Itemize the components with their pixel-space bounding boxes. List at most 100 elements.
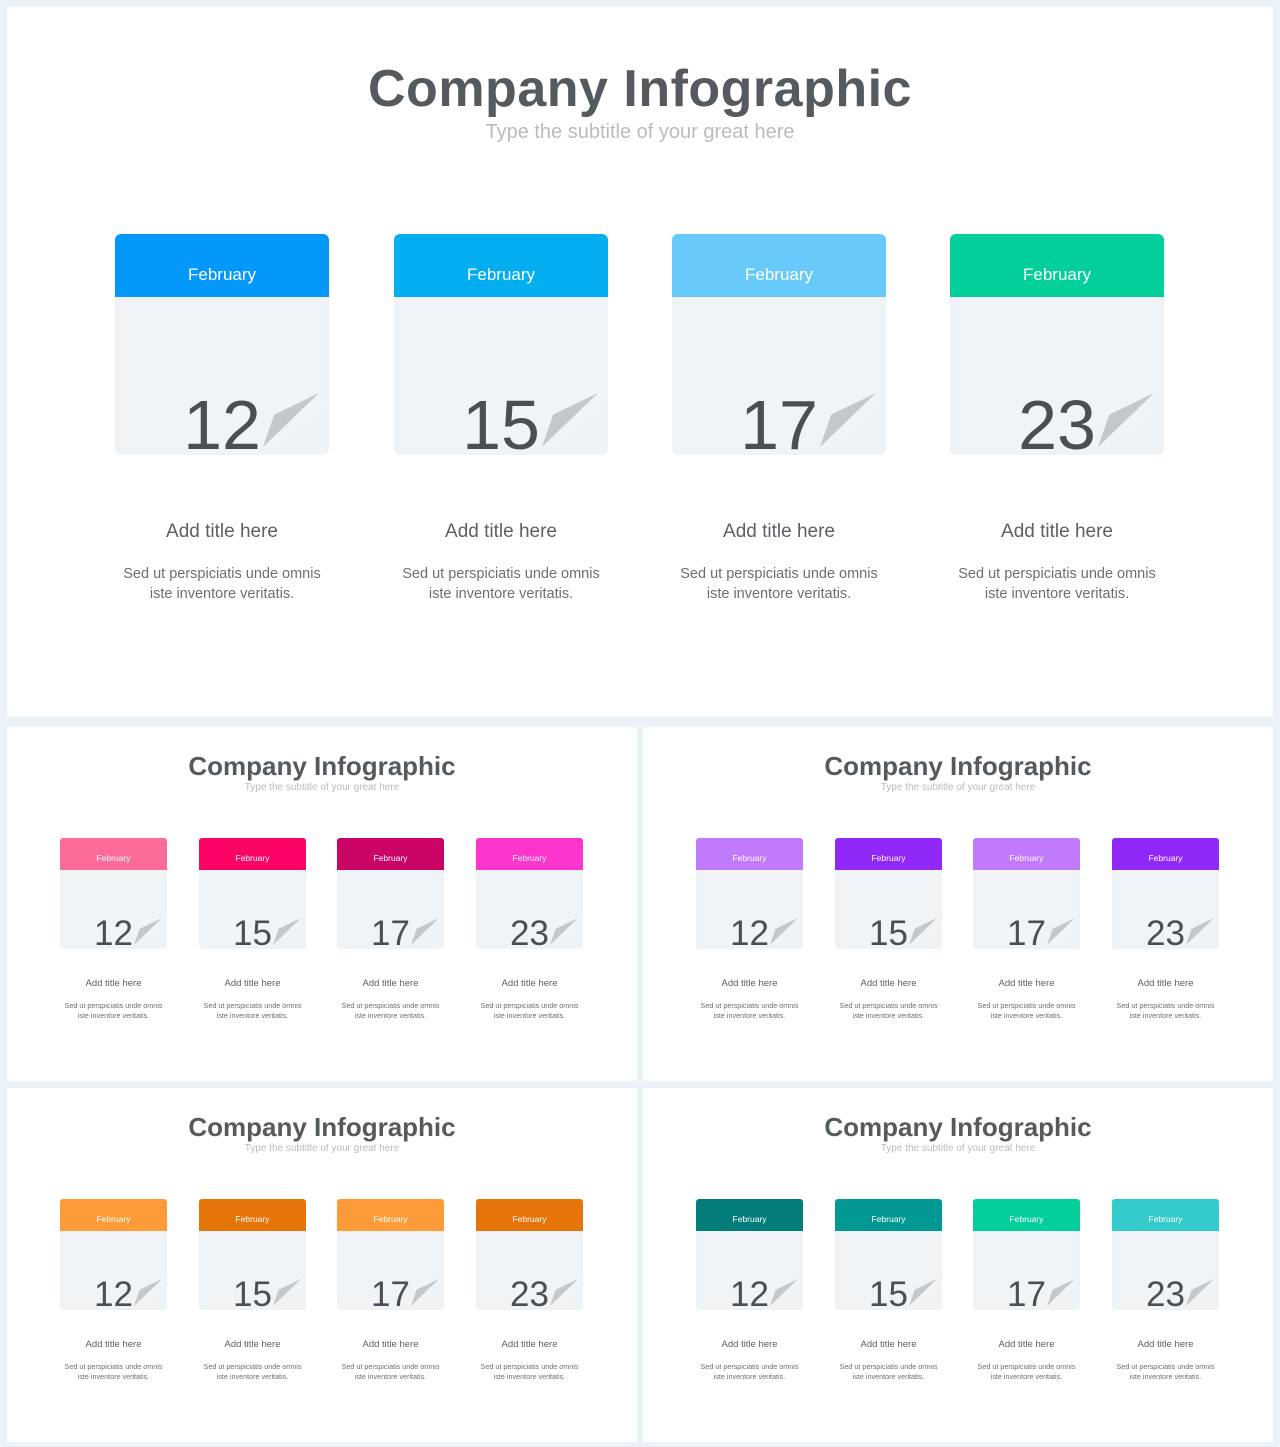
calendar-day: 15 (462, 386, 540, 464)
calendar-icon: February 17 (337, 1199, 444, 1314)
card-description-line: Sed ut perspiciatis unde omnis (341, 1362, 440, 1371)
slide-subtitle: Type the subtitle of your great here (880, 1143, 1036, 1154)
calendar-month: February (394, 234, 608, 297)
card-description-line: Sed ut perspiciatis unde omnis (64, 1001, 163, 1010)
card-description-line: Sed ut perspiciatis unde omnis (64, 1362, 163, 1371)
calendar-month: February (337, 1199, 444, 1231)
calendar-icon: February 17 (973, 838, 1080, 953)
card-description-line: iste inventore veritatis. (493, 1011, 566, 1021)
calendar-icon: February 17 (672, 234, 886, 464)
date-card: February 15 Add title here Sed ut perspicia… (835, 1199, 942, 1381)
card-description-line: Sed ut perspiciatis unde omnis (839, 1362, 938, 1371)
calendar-month: February (1112, 838, 1219, 870)
card-title: Add title here (1001, 521, 1113, 542)
card-description-line: iste inventore veritatis. (493, 1372, 566, 1382)
calendar-page (678, 297, 880, 448)
calendar-body: 23 (950, 297, 1164, 464)
date-card: February 15 Add title here Sed ut perspicia… (199, 1199, 306, 1381)
calendar-month: February (1112, 1199, 1219, 1231)
card-description-line: Sed ut perspiciatis unde omnis (700, 1362, 799, 1371)
calendar-page (202, 870, 303, 945)
card-title: Add title here (362, 1339, 419, 1350)
calendar-day: 15 (233, 914, 272, 953)
calendar-icon: February 12 (696, 1199, 803, 1314)
date-card: February 23 Add title here Sed ut perspicia… (476, 1199, 583, 1381)
calendar-month: February (476, 1199, 583, 1231)
calendar-month: February (696, 1199, 803, 1231)
calendar-month: February (60, 1199, 167, 1231)
date-card: February 15 Add title here Sed ut perspicia… (199, 838, 306, 1020)
card-title: Add title here (445, 521, 557, 542)
card-title: Add title here (362, 978, 419, 989)
calendar-icon: February 23 (476, 838, 583, 953)
card-description-line: Sed ut perspiciatis unde omnis (203, 1362, 302, 1371)
calendar-month: February (115, 234, 329, 297)
calendar-icon: February 15 (835, 838, 942, 953)
card-description: Sed ut perspiciatis unde omnis iste inven… (60, 1001, 167, 1022)
calendar-day: 12 (730, 1275, 769, 1314)
date-card: February 12 Add title here Sed ut perspicia… (60, 838, 167, 1020)
card-title: Add title here (501, 1339, 558, 1350)
calendar-month: February (835, 1199, 942, 1231)
calendar-icon: February 12 (60, 1199, 167, 1314)
calendar-icon: February 15 (199, 1199, 306, 1314)
calendar-icon: February 15 (835, 1199, 942, 1314)
date-card: February 17 Add title here Sed ut perspicia… (973, 838, 1080, 1020)
card-title: Add title here (998, 978, 1055, 989)
card-title: Add title here (501, 978, 558, 989)
calendar-icon: February 12 (115, 234, 329, 464)
slide-teal: Company Infographic Type the subtitle of … (643, 1088, 1273, 1442)
date-card: February 15 Add title here Sed ut perspicia… (394, 234, 608, 602)
calendar-page (340, 870, 441, 945)
calendar-body: 12 (696, 1231, 803, 1314)
calendar-page (699, 870, 800, 945)
slide-title: Company Infographic (824, 1112, 1092, 1142)
calendar-day: 12 (94, 914, 133, 953)
card-description-line: iste inventore veritatis. (149, 586, 295, 603)
card-description: Sed ut perspiciatis unde omnis iste inven… (950, 564, 1164, 605)
card-description-line: iste inventore veritatis. (1129, 1372, 1202, 1382)
calendar-icon: February 23 (1112, 838, 1219, 953)
calendar-body: 17 (337, 870, 444, 953)
card-description: Sed ut perspiciatis unde omnis iste inven… (696, 1362, 803, 1383)
calendar-body: 17 (337, 1231, 444, 1314)
slide-subtitle: Type the subtitle of your great here (485, 121, 795, 143)
calendar-icon: February 17 (337, 838, 444, 953)
date-card: February 12 Add title here Sed ut perspicia… (696, 1199, 803, 1381)
card-description-line: Sed ut perspiciatis unde omnis (480, 1001, 579, 1010)
calendar-day: 23 (1146, 914, 1185, 953)
calendar-body: 15 (199, 1231, 306, 1314)
card-description-line: Sed ut perspiciatis unde omnis (480, 1362, 579, 1371)
calendar-body: 23 (476, 1231, 583, 1314)
card-title: Add title here (1137, 978, 1194, 989)
slide-subtitle: Type the subtitle of your great here (244, 782, 400, 793)
card-description-line: iste inventore veritatis. (354, 1372, 427, 1382)
calendar-day: 12 (730, 914, 769, 953)
calendar-page (121, 297, 323, 448)
card-description-line: iste inventore veritatis. (990, 1011, 1063, 1021)
slide-title: Company Infographic (824, 751, 1092, 781)
date-card: February 23 Add title here Sed ut perspicia… (476, 838, 583, 1020)
card-description: Sed ut perspiciatis unde omnis iste inven… (835, 1001, 942, 1022)
calendar-day: 23 (1146, 1275, 1185, 1314)
calendar-page (63, 870, 164, 945)
card-description: Sed ut perspiciatis unde omnis iste inven… (672, 564, 886, 605)
card-description: Sed ut perspiciatis unde omnis iste inven… (1112, 1001, 1219, 1022)
card-title: Add title here (85, 978, 142, 989)
calendar-page (956, 297, 1158, 448)
date-card: February 12 Add title here Sed ut perspicia… (115, 234, 329, 602)
card-title: Add title here (166, 521, 278, 542)
date-card: February 15 Add title here Sed ut perspicia… (835, 838, 942, 1020)
calendar-month: February (950, 234, 1164, 297)
date-card: February 23 Add title here Sed ut perspicia… (1112, 1199, 1219, 1381)
calendar-day: 17 (371, 1275, 410, 1314)
card-description-line: Sed ut perspiciatis unde omnis (700, 1001, 799, 1010)
calendar-page (838, 1231, 939, 1306)
slide-title: Company Infographic (368, 60, 912, 118)
calendar-body: 17 (973, 870, 1080, 953)
calendar-month: February (696, 838, 803, 870)
card-description-line: Sed ut perspiciatis unde omnis (1116, 1001, 1215, 1010)
card-description-line: iste inventore veritatis. (428, 586, 574, 603)
date-card: February 17 Add title here Sed ut perspicia… (337, 838, 444, 1020)
card-description-line: iste inventore veritatis. (77, 1372, 150, 1382)
